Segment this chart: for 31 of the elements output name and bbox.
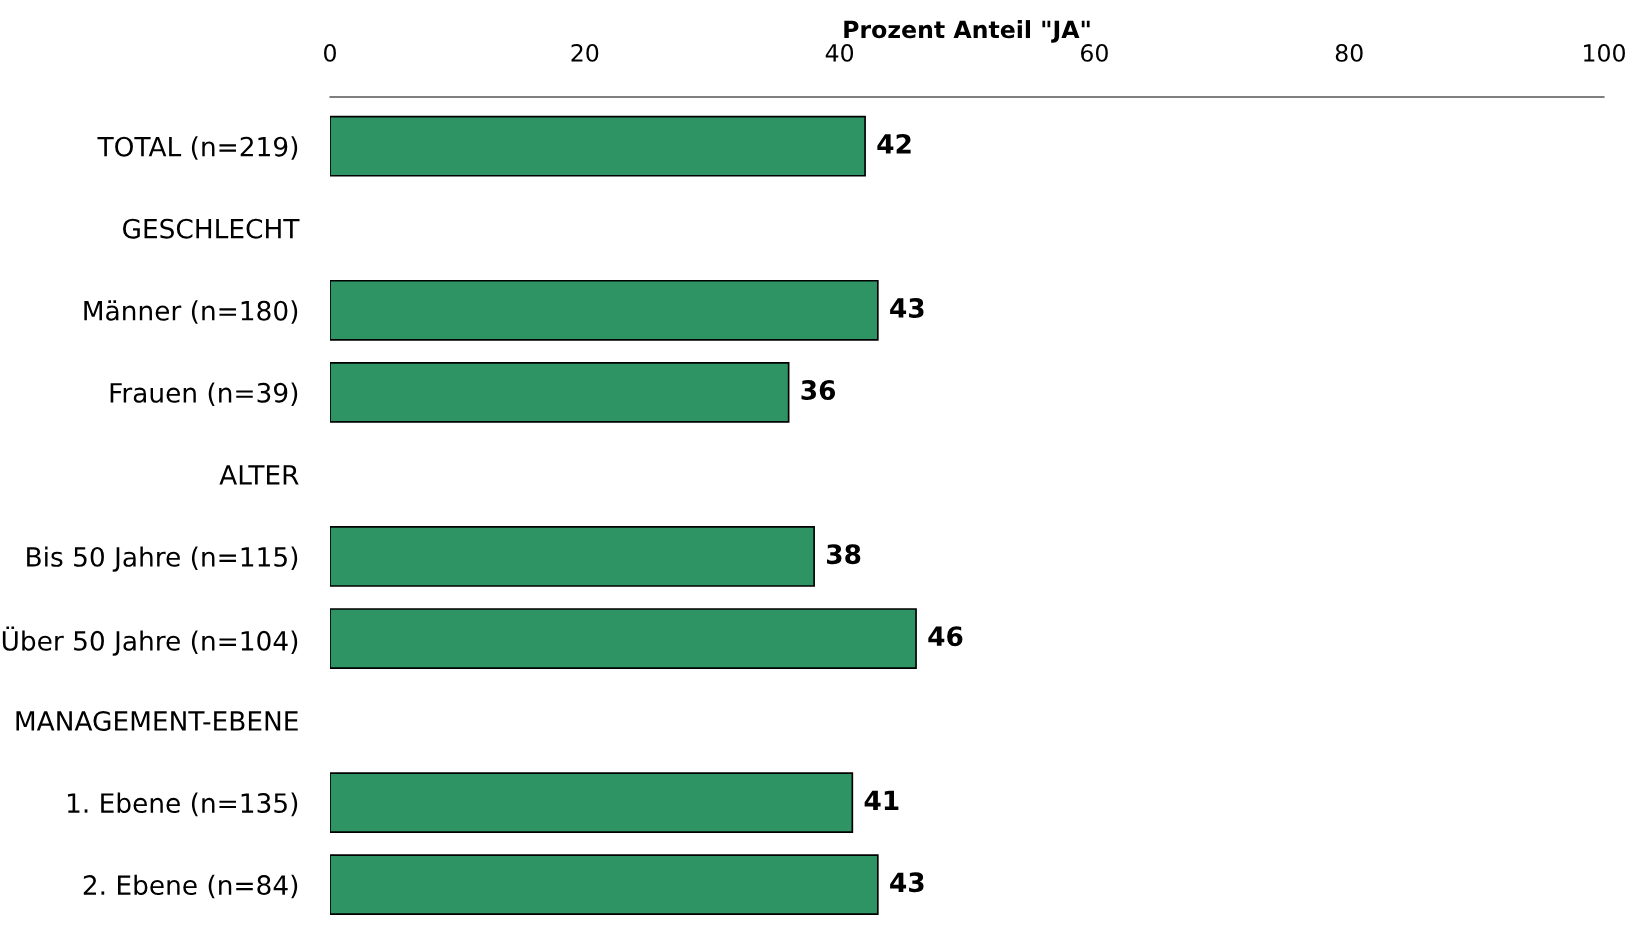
data-label: 42 — [877, 133, 911, 154]
bar — [330, 526, 815, 587]
y-tick-label: Männer (n=180) — [84, 300, 298, 324]
y-tick-label: 2. Ebene (n=84) — [83, 874, 298, 899]
y-tick-label: Frauen (n=39) — [110, 382, 298, 406]
data-label: 43 — [890, 298, 924, 318]
bar — [330, 772, 854, 833]
y-tick-label: GESCHLECHT — [123, 218, 300, 239]
y-tick-label: Über 50 Jahre (n=104) — [2, 626, 298, 656]
data-label: 41 — [864, 790, 899, 810]
data-label: 43 — [890, 872, 924, 893]
x-tick-label: 80 — [1335, 44, 1363, 62]
x-axis-title: Prozent Anteil "JA" — [844, 20, 1090, 43]
x-tick-label: 0 — [324, 44, 336, 62]
bar — [330, 362, 790, 423]
bar — [330, 854, 879, 916]
x-tick-label: 100 — [1584, 44, 1625, 62]
y-tick-label: TOTAL (n=219) — [97, 136, 298, 160]
x-tick-label: 20 — [571, 44, 599, 62]
y-tick-label: Bis 50 Jahre (n=115) — [27, 546, 298, 572]
x-tick-label: 60 — [1081, 44, 1108, 62]
y-tick-label: 1. Ebene (n=135) — [67, 792, 298, 817]
data-label: 46 — [928, 626, 963, 647]
bar — [330, 115, 866, 177]
x-tick-label: 40 — [825, 44, 854, 62]
y-tick-label: ALTER — [219, 465, 299, 485]
data-label: 38 — [827, 544, 861, 565]
bar — [330, 279, 879, 341]
y-tick-label: MANAGEMENT-EBENE — [16, 711, 298, 731]
data-label: 36 — [801, 380, 836, 401]
bar — [330, 608, 917, 669]
